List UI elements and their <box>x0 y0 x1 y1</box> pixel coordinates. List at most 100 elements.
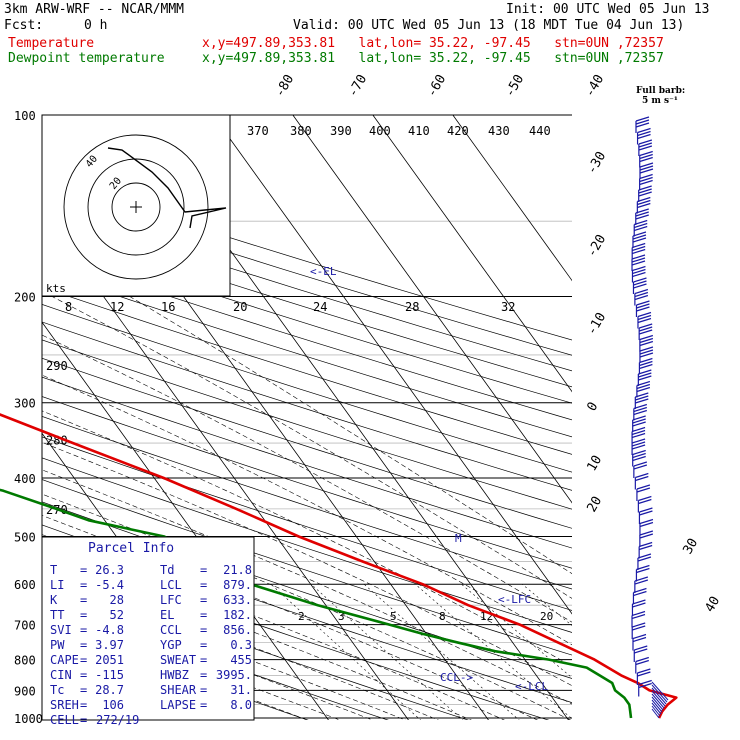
wind-barb-flag <box>631 429 646 436</box>
wind-barb-flag <box>632 245 646 252</box>
parcel-info-cell: 3.97 <box>95 638 124 652</box>
wind-barb-flag <box>631 438 646 444</box>
wind-barb-flag <box>633 590 647 597</box>
isotherm-line <box>42 321 329 720</box>
wind-barb <box>631 622 646 639</box>
parcel-info-cell: Tc <box>50 683 64 697</box>
isotherm-line <box>292 115 572 504</box>
wind-barb <box>635 116 650 133</box>
wind-barb-flag <box>638 541 653 548</box>
wind-barb <box>632 633 647 651</box>
theta-label: 410 <box>408 124 430 138</box>
wind-barb <box>639 530 654 547</box>
wind-barb <box>638 323 653 340</box>
parcel-info-cell: LI <box>50 578 64 592</box>
wind-barb <box>631 265 646 283</box>
dry-adiabat <box>42 436 572 611</box>
theta-label: 390 <box>330 124 352 138</box>
parcel-info-cell: CAPE <box>50 653 79 667</box>
left-theta-label: 280 <box>46 433 68 447</box>
wind-barb-flag <box>632 636 647 643</box>
isotherm-label: 20 <box>584 494 605 515</box>
wind-barb <box>638 541 653 559</box>
wind-barb <box>631 254 646 271</box>
barb-legend-line1: Full barb: <box>636 86 685 96</box>
pressure-tick-label: 1000 <box>14 712 43 726</box>
wind-barb-flag <box>638 188 652 194</box>
parcel-info-cell: = <box>80 638 87 652</box>
parcel-info-cell: HWBZ <box>160 668 189 682</box>
parcel-info-cell: CELL <box>50 713 79 727</box>
wind-barb-flag <box>634 222 648 229</box>
parcel-info-cell: 21.8 <box>223 563 252 577</box>
wind-barb-flag <box>639 507 653 513</box>
wind-barb-flag <box>635 211 649 217</box>
wind-barb-flag <box>633 277 647 283</box>
theta-label: 400 <box>369 124 391 138</box>
isotherm-label: -20 <box>584 232 609 260</box>
wind-barb-flag <box>634 579 649 585</box>
wind-barb-flag <box>633 409 648 416</box>
wind-barb-flag <box>635 214 649 220</box>
moist-adiabat <box>42 291 572 599</box>
wind-barb-flag <box>638 498 652 505</box>
wind-barb-flag <box>639 337 654 344</box>
wind-barb-flag <box>638 372 652 378</box>
surface-wind-barb <box>651 684 668 703</box>
pressure-tick-label: 400 <box>14 472 36 486</box>
theta-e-label: 12 <box>110 300 124 314</box>
forecast-hour: 0 h <box>84 18 108 33</box>
dry-adiabat <box>42 253 572 421</box>
wind-barb <box>632 231 647 248</box>
isotherm-label: -10 <box>584 310 609 338</box>
wind-barb-flag <box>637 199 651 206</box>
parcel-info-cell: 856. <box>223 623 252 637</box>
wind-barb-flag <box>635 116 650 122</box>
parcel-info-cell: = <box>80 668 87 682</box>
dry-adiabat <box>42 457 572 633</box>
wind-barb-flag <box>636 303 650 309</box>
dewpoint-location-info: x,y=497.89,353.81 lat,lon= 35.22, -97.45… <box>202 51 664 66</box>
wind-barb <box>639 150 653 168</box>
wind-barb <box>634 288 649 306</box>
wind-barb-flag <box>639 360 653 367</box>
parcel-info-cell: 31. <box>230 683 252 697</box>
wind-barb-flag <box>638 329 653 335</box>
parcel-info-cell: = <box>200 668 207 682</box>
wind-barb <box>639 173 653 191</box>
wind-barb <box>638 507 653 524</box>
theta-label: 430 <box>488 124 510 138</box>
pressure-tick-label: 300 <box>14 397 36 411</box>
wind-barb-flag <box>632 242 646 249</box>
wind-barb-flag <box>632 237 647 243</box>
hodograph-ring <box>63 134 209 280</box>
dry-adiabat <box>42 479 572 656</box>
moist-adiabat <box>42 334 572 623</box>
wind-barb-flag <box>636 300 650 306</box>
wind-barb <box>636 196 651 214</box>
wind-barb-flag <box>637 314 652 321</box>
mixing-ratio-label: 2 <box>298 610 305 623</box>
wind-barb-flag <box>638 185 652 191</box>
wind-barb-flag <box>632 602 646 608</box>
parcel-level-annotation: <-EL <box>310 265 337 278</box>
wind-barb-flag <box>632 452 646 459</box>
wind-barb <box>634 576 649 593</box>
dry-adiabat <box>42 416 572 590</box>
wind-barb-flag <box>636 306 650 312</box>
wind-barb-flag <box>639 162 654 168</box>
wind-barb-flag <box>639 521 654 528</box>
wind-barb-flag <box>638 679 652 686</box>
wind-barb-flag <box>631 257 646 263</box>
surface-wind-barb <box>651 702 662 715</box>
isotherm-label: 0 <box>584 400 601 414</box>
wind-barb <box>637 495 652 513</box>
mixing-ratio-line <box>270 583 421 720</box>
parcel-info-cell: = <box>80 623 87 637</box>
wind-barb <box>639 518 654 536</box>
wind-barb-flag <box>639 340 654 347</box>
wind-barb-flag <box>632 234 647 240</box>
pressure-tick-label: 700 <box>14 619 36 633</box>
